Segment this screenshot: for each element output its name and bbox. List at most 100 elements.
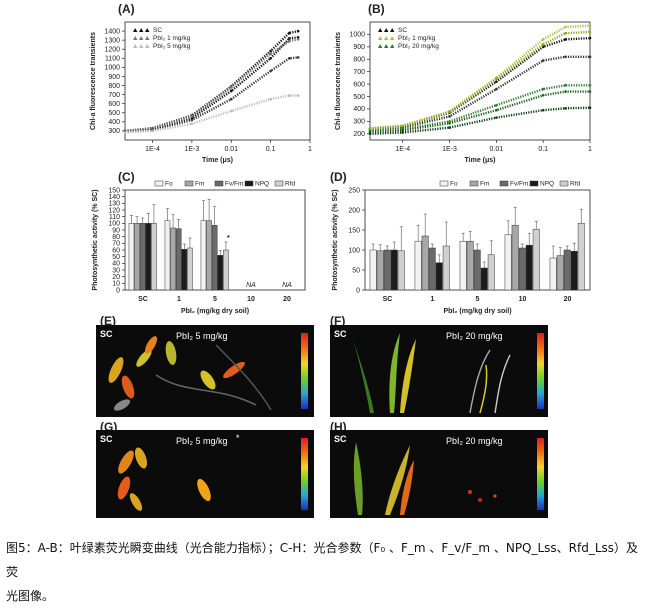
y-axis-label: Photosynthetic activity (% SC) <box>92 189 99 290</box>
data-point <box>588 90 592 93</box>
x-tick-label: 0.01 <box>490 146 504 153</box>
data-point <box>296 37 300 41</box>
x-tick-label: 1E-4 <box>395 146 410 153</box>
legend-marker <box>139 28 144 32</box>
legend-label: Fm <box>480 181 489 188</box>
y-tick-label: 40 <box>112 261 120 268</box>
legend-label: SC <box>398 27 407 34</box>
y-tick-label: 500 <box>108 110 120 117</box>
y-tick-label: 900 <box>353 44 365 51</box>
panel-label-b: (B) <box>368 2 385 16</box>
data-point <box>564 90 567 93</box>
leaves-g <box>117 447 211 511</box>
na-label: NA <box>282 282 292 289</box>
bar <box>442 245 450 291</box>
legend-swatch <box>499 180 509 187</box>
data-point <box>269 69 272 73</box>
data-point <box>296 36 300 39</box>
image-f-corner-label: SC <box>334 329 347 339</box>
legend-marker <box>139 44 144 48</box>
bar <box>428 247 436 291</box>
y-tick-label: 80 <box>112 234 120 241</box>
bar <box>577 222 585 291</box>
legend-marker <box>133 44 138 48</box>
bar <box>200 220 207 291</box>
legend-swatch <box>244 180 254 187</box>
bar <box>414 240 422 291</box>
legend-marker <box>145 36 150 40</box>
image-h-title: PbI₂ 20 mg/kg <box>446 436 503 446</box>
legend-label: Fv/Fm <box>225 181 243 188</box>
bar <box>487 254 495 291</box>
bar <box>518 247 526 291</box>
bar <box>164 220 171 291</box>
y-tick-label: 250 <box>348 187 360 194</box>
panel-label-d: (D) <box>330 170 347 184</box>
series-line-0 <box>369 36 591 130</box>
data-point <box>229 89 233 93</box>
chart-a-svg: 1E-4 1E-3 0.01 0.1 1300400500600700800900100… <box>90 21 312 164</box>
data-point <box>229 97 233 101</box>
chart-c: 0 10 20 30 40 50 60 70 80 90 100 110 120 130 140 150 SC 1… <box>0 165 325 315</box>
data-point <box>448 126 451 129</box>
legend-marker <box>390 28 395 32</box>
series-line-0 <box>124 29 299 133</box>
data-point <box>541 87 545 91</box>
data-point <box>495 77 498 81</box>
legend-label: Rfd <box>285 181 296 188</box>
y-tick-label: 10 <box>112 281 120 288</box>
data-point <box>541 93 545 97</box>
data-point <box>401 124 405 128</box>
legend-label: SC <box>153 27 162 34</box>
y-tick-label: 300 <box>353 119 365 126</box>
data-point <box>368 127 372 130</box>
y-tick-label: 20 <box>112 274 120 281</box>
bar <box>139 223 146 291</box>
data-point <box>541 38 545 41</box>
x-tick-label: 1E-3 <box>442 146 457 153</box>
legend-label: Fv/Fm <box>510 181 528 188</box>
data-point <box>269 57 272 60</box>
data-point <box>269 52 272 56</box>
category-label: SC <box>138 296 148 303</box>
y-tick-label: 300 <box>108 128 120 135</box>
bar <box>556 255 564 291</box>
data-point <box>190 122 194 125</box>
legend-marker <box>378 44 383 48</box>
panel-label-c: (C) <box>118 170 135 184</box>
legend-label: Rfd <box>570 181 581 188</box>
legend-swatch <box>214 180 224 187</box>
y-tick-label: 0 <box>116 287 120 294</box>
legend-swatch <box>274 180 284 187</box>
image-f-title: PbI₂ 20 mg/kg <box>446 331 503 341</box>
data-point <box>588 55 592 59</box>
bar <box>134 223 140 291</box>
legend-marker <box>133 28 138 32</box>
y-tick-label: 150 <box>348 227 360 234</box>
y-tick-label: 700 <box>108 92 120 99</box>
category-label: 1 <box>177 296 181 303</box>
bar <box>459 240 467 291</box>
data-point <box>401 129 405 132</box>
data-point <box>495 80 498 83</box>
bar <box>466 240 474 291</box>
data-point <box>288 31 291 35</box>
x-tick-label: 1 <box>588 146 592 153</box>
image-h-corner-label: SC <box>334 434 347 444</box>
data-point <box>588 106 592 110</box>
bar <box>170 227 176 291</box>
legend-marker <box>378 28 383 32</box>
y-tick-label: 100 <box>348 247 360 254</box>
legend-label: NPQ <box>540 181 554 188</box>
x-tick-label: 0.1 <box>266 146 276 153</box>
chart-d: 0 50 100 150 200 250 SC 1 5 10 20 PbI₂ (mg/kg dry s… <box>325 165 650 315</box>
data-point <box>151 129 154 133</box>
y-tick-label: 400 <box>108 119 120 126</box>
bar <box>549 257 557 291</box>
figure-caption: 图5：A-B：叶绿素荧光瞬变曲线（光合能力指标）；C-H：光合参数（F₀ 、F_… <box>6 536 644 608</box>
significance-star: * <box>227 235 230 242</box>
category-label: SC <box>383 296 393 303</box>
legend-swatch <box>559 180 569 187</box>
y-tick-label: 70 <box>112 241 120 248</box>
